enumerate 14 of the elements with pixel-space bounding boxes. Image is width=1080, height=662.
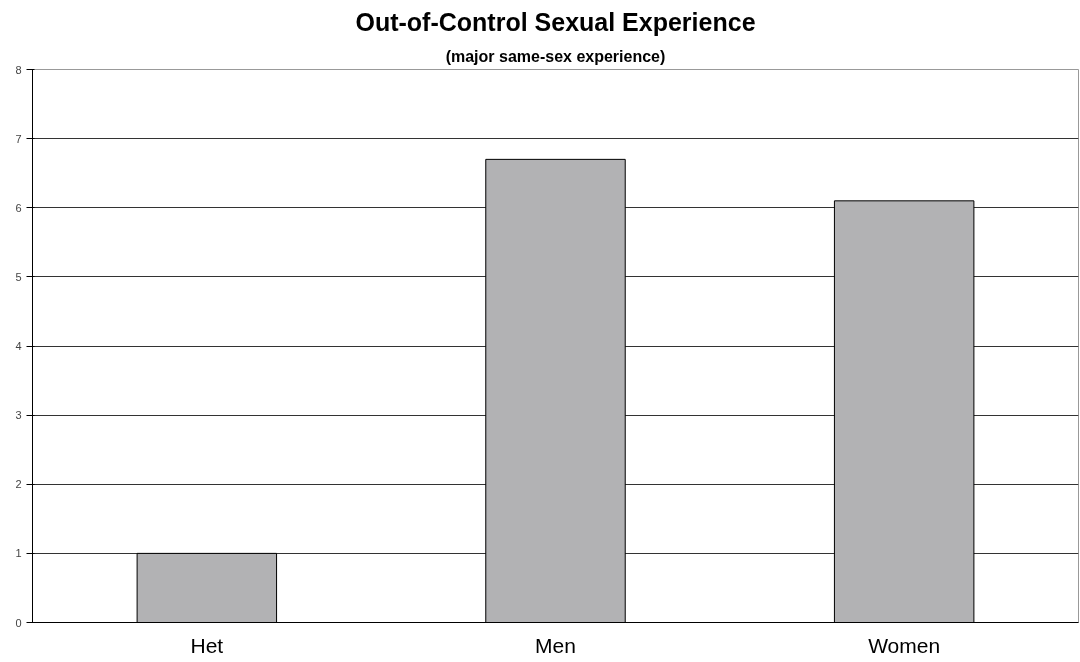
y-tick-label: 1 [15,547,22,560]
y-tick-label: 6 [15,201,22,214]
y-tick-label: 2 [15,478,22,491]
y-tick-label: 5 [15,270,22,283]
chart-subtitle: (major same-sex experience) [445,47,666,65]
x-tick-label: Men [535,633,576,657]
y-tick-label: 3 [15,409,22,422]
chart-title: Out-of-Control Sexual Experience [355,7,756,36]
x-tick-label: Women [868,633,941,657]
y-tick-label: 7 [15,132,22,145]
y-tick-label: 4 [15,340,22,352]
y-tick-label: 0 [15,616,22,629]
x-tick-label: Het [190,633,224,657]
y-tick-label: 8 [15,63,22,76]
